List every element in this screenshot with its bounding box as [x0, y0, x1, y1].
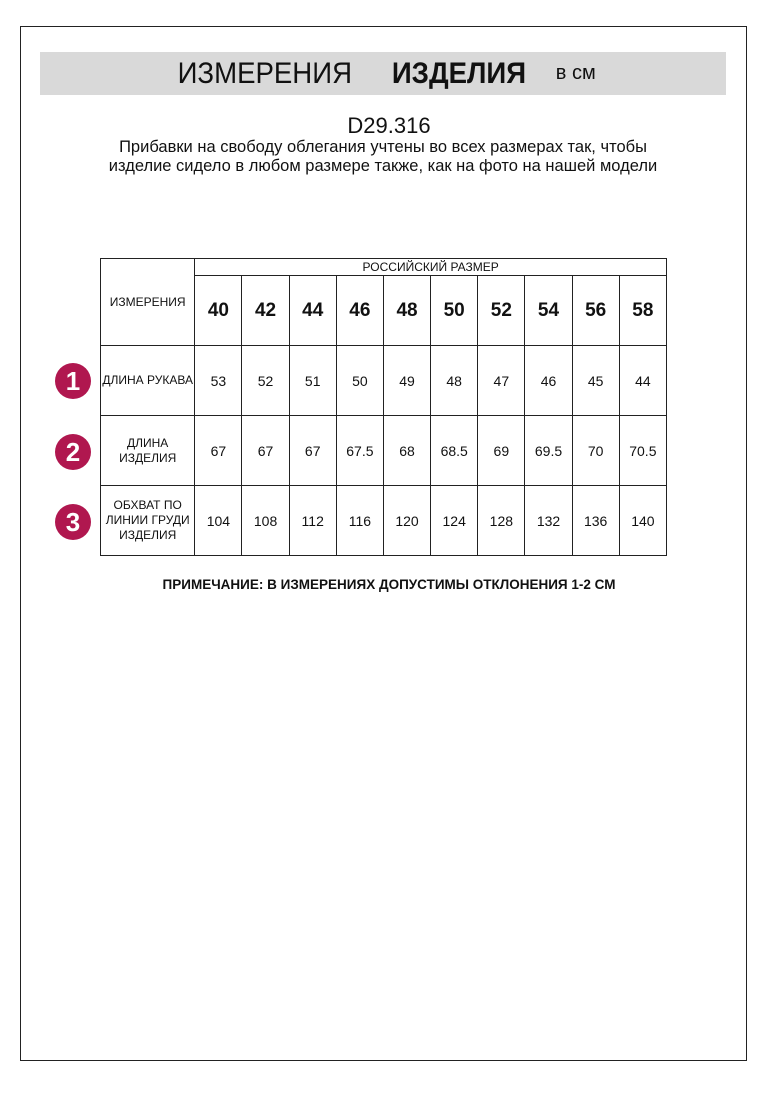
value-cell: 104	[194, 485, 243, 556]
value-cell: 53	[194, 345, 243, 416]
size-cell: 56	[571, 275, 620, 346]
size-cell: 40	[194, 275, 243, 346]
size-cell: 42	[241, 275, 290, 346]
table-row: ОБХВАТ ПО ЛИНИИ ГРУДИ ИЗДЕЛИЯ 104 108 112 11…	[99, 485, 668, 556]
size-cell: 46	[335, 275, 384, 346]
size-cell: 52	[477, 275, 526, 346]
size-table: ИЗМЕРЕНИЯ РОССИЙСКИЙ РАЗМЕР 40 42 44 46 48 50 52…	[99, 258, 668, 556]
size-cell: 54	[524, 275, 573, 346]
row-number-badge: 1	[55, 363, 91, 399]
value-cell: 67	[288, 415, 337, 486]
value-cell: 67.5	[335, 415, 384, 486]
value-cell: 70.5	[618, 415, 668, 486]
value-cell: 124	[430, 485, 479, 556]
value-cell: 51	[288, 345, 337, 416]
size-cell: 44	[288, 275, 337, 346]
measure-header: ИЗМЕРЕНИЯ	[99, 258, 196, 346]
value-cell: 46	[524, 345, 573, 416]
value-cell: 44	[618, 345, 668, 416]
value-cell: 50	[335, 345, 384, 416]
title-bold: ИЗДЕЛИЯ	[391, 56, 526, 90]
row-number-badge: 2	[55, 434, 91, 470]
note: ПРИМЕЧАНИЕ: В ИЗМЕРЕНИЯХ ДОПУСТИМЫ ОТКЛО…	[162, 577, 616, 592]
page-frame	[20, 26, 747, 1061]
size-cell: 58	[618, 275, 668, 346]
row-number-badge: 3	[55, 504, 91, 540]
value-cell: 52	[241, 345, 290, 416]
value-cell: 136	[571, 485, 620, 556]
value-cell: 67	[241, 415, 290, 486]
size-cell: 50	[430, 275, 479, 346]
value-cell: 68.5	[430, 415, 479, 486]
value-cell: 67	[194, 415, 243, 486]
value-cell: 116	[335, 485, 384, 556]
description: Прибавки на свободу облегания учтены во …	[108, 138, 658, 175]
value-cell: 108	[241, 485, 290, 556]
table-row: ДЛИНА ИЗДЕЛИЯ 67 67 67 67.5 68 68.5 69 69.5 70 70.…	[99, 415, 668, 486]
value-cell: 45	[571, 345, 620, 416]
size-cell: 48	[382, 275, 432, 346]
value-cell: 69	[477, 415, 526, 486]
row-label: ДЛИНА РУКАВА	[99, 345, 196, 416]
title-regular: ИЗМЕРЕНИЯ	[177, 56, 353, 90]
article-code: D29.316	[347, 113, 431, 138]
table-row: ДЛИНА РУКАВА 53 52 51 50 49 48 47 46 45 44	[99, 345, 668, 416]
value-cell: 112	[288, 485, 337, 556]
value-cell: 48	[430, 345, 479, 416]
size-header: РОССИЙСКИЙ РАЗМЕР	[194, 258, 667, 276]
title-band: ИЗМЕРЕНИЯ ИЗДЕЛИЯ в см	[40, 52, 726, 95]
value-cell: 68	[382, 415, 432, 486]
value-cell: 120	[382, 485, 432, 556]
row-label: ОБХВАТ ПО ЛИНИИ ГРУДИ ИЗДЕЛИЯ	[99, 485, 196, 556]
row-label: ДЛИНА ИЗДЕЛИЯ	[99, 415, 196, 486]
value-cell: 70	[571, 415, 620, 486]
title-unit: в см	[555, 62, 596, 84]
value-cell: 132	[524, 485, 573, 556]
value-cell: 69.5	[524, 415, 573, 486]
value-cell: 47	[477, 345, 526, 416]
value-cell: 128	[477, 485, 526, 556]
value-cell: 140	[618, 485, 668, 556]
value-cell: 49	[382, 345, 432, 416]
